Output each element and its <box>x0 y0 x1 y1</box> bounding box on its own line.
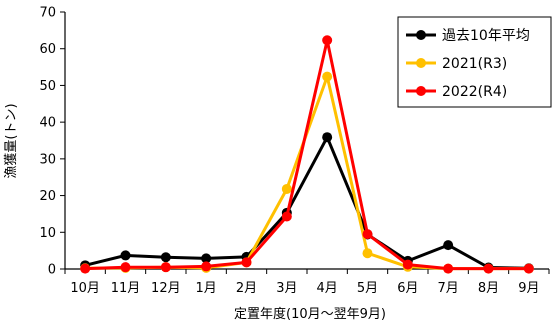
data-point <box>201 261 212 272</box>
x-tick-label: 3月 <box>276 281 297 296</box>
data-point <box>281 211 292 222</box>
y-axis-title-group: 漁獲量(トン) <box>4 103 19 178</box>
x-tick-labels: 10月 11月 12月 1月 2月 3月 4月 5月 6月 7月 8月 9月 <box>70 281 539 296</box>
legend-item: 2021(R3) <box>406 56 507 72</box>
data-point <box>120 262 131 273</box>
legend-item: 過去10年平均 <box>406 28 530 44</box>
legend-label: 2021(R3) <box>442 56 507 72</box>
x-axis-title: 定置年度(10月～翌年9月) <box>234 306 386 322</box>
y-tick-label: 30 <box>39 152 56 167</box>
data-point <box>402 259 413 270</box>
y-tick-label: 0 <box>48 263 56 278</box>
x-tick-label: 9月 <box>518 281 539 296</box>
data-point <box>120 250 131 261</box>
y-tick-label: 70 <box>39 6 56 21</box>
x-tick-label: 2月 <box>236 281 257 296</box>
legend-swatch-marker <box>416 58 426 68</box>
legend: 過去10年平均 2021(R3) 2022(R4) <box>397 16 552 108</box>
data-point <box>443 240 454 251</box>
legend-swatch-marker <box>416 86 426 96</box>
x-tick-label: 6月 <box>397 281 418 296</box>
legend-label: 過去10年平均 <box>442 28 530 44</box>
series-line <box>84 135 529 270</box>
x-tick-label: 11月 <box>111 281 141 296</box>
series-layer <box>80 35 534 274</box>
data-point <box>322 71 333 82</box>
x-tick-label: 10月 <box>70 281 100 296</box>
data-point <box>281 183 292 194</box>
y-axis-title: 漁獲量(トン) <box>4 103 19 178</box>
x-tick-label: 4月 <box>317 281 338 296</box>
legend-swatch-marker <box>416 30 426 40</box>
y-tick-label: 50 <box>39 79 56 94</box>
data-point <box>322 35 333 46</box>
data-point <box>362 248 373 259</box>
data-point <box>160 262 171 273</box>
x-tick-label: 1月 <box>196 281 217 296</box>
x-tick-label: 8月 <box>478 281 499 296</box>
data-point <box>443 263 454 274</box>
series-2 <box>80 35 534 274</box>
series-0 <box>80 132 534 274</box>
legend-label: 2022(R4) <box>442 84 507 100</box>
series-line <box>85 38 529 271</box>
y-tick-label: 60 <box>39 42 56 57</box>
legend-item: 2022(R4) <box>406 84 507 100</box>
y-tick-label: 10 <box>39 226 56 241</box>
data-point <box>160 252 171 263</box>
data-point <box>483 263 494 274</box>
data-point <box>523 263 534 274</box>
x-tick-label: 7月 <box>438 281 459 296</box>
x-tick-label: 12月 <box>151 281 181 296</box>
data-point <box>362 229 373 240</box>
y-tick-label: 20 <box>39 189 56 204</box>
data-point <box>322 132 333 143</box>
data-point <box>201 253 212 264</box>
data-point <box>241 257 252 268</box>
y-tick-label: 40 <box>39 116 56 131</box>
data-point <box>80 263 91 274</box>
x-tick-label: 5月 <box>357 281 378 296</box>
y-tick-labels: 0 10 20 30 40 50 60 70 <box>39 6 56 278</box>
